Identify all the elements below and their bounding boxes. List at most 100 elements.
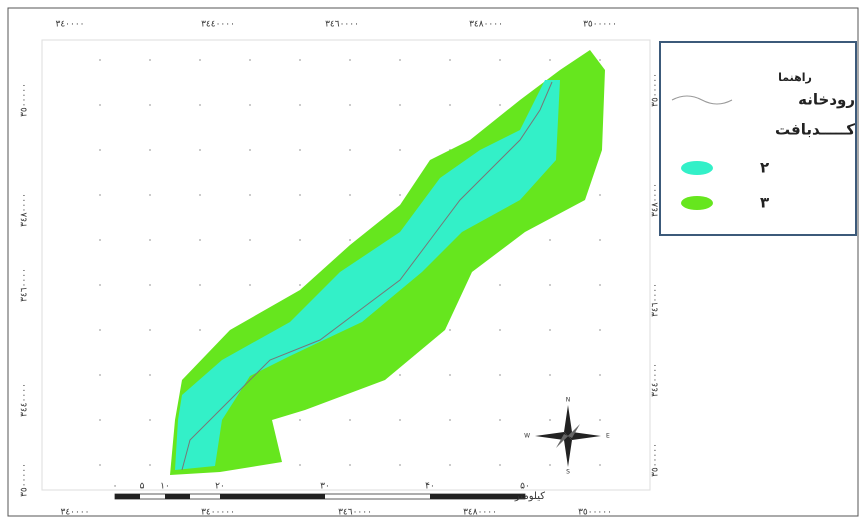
grid-dot — [449, 329, 451, 331]
grid-dot — [549, 59, 551, 61]
grid-dot — [549, 239, 551, 241]
compass — [535, 405, 601, 467]
coord-label: ۳٤٦۰۰۰۰ — [651, 283, 661, 317]
river — [181, 81, 553, 471]
grid-dot — [549, 284, 551, 286]
grid-dot — [599, 239, 601, 241]
grid-dot — [599, 329, 601, 331]
grid-dot — [249, 239, 251, 241]
grid-dot — [299, 194, 301, 196]
grid-dot — [599, 194, 601, 196]
legend-river: رودخانه — [798, 91, 855, 109]
compass-n: N — [566, 397, 571, 404]
grid-dot — [549, 419, 551, 421]
compass-w: W — [524, 433, 530, 440]
scale-label: ۵ — [140, 482, 145, 492]
coord-label: ۳٤۸۰۰۰۰ — [463, 508, 497, 518]
grid-dot — [249, 149, 251, 151]
compass-s: S — [566, 469, 570, 476]
grid-dot — [399, 464, 401, 466]
coord-label: ۳٥۰۰۰۰۰ — [20, 463, 30, 497]
grid-dot — [349, 464, 351, 466]
grid-dot — [149, 194, 151, 196]
grid-dot — [399, 419, 401, 421]
grid-dot — [299, 419, 301, 421]
scale-label: ۲۰ — [215, 482, 225, 492]
grid-dot — [249, 194, 251, 196]
grid-dot — [299, 149, 301, 151]
river-symbol — [671, 95, 733, 105]
grid-dot — [549, 374, 551, 376]
scale-label: ۳۰ — [320, 482, 330, 492]
grid-dot — [149, 419, 151, 421]
grid-dot — [399, 59, 401, 61]
coord-label: ۳٤۸۰۰۰۰ — [651, 183, 661, 217]
grid-dot — [599, 464, 601, 466]
grid-dot — [399, 104, 401, 106]
grid-dot — [499, 104, 501, 106]
grid-dot — [299, 59, 301, 61]
scale-label: ۴۰ — [425, 482, 435, 492]
grid-dot — [449, 104, 451, 106]
coord-label: ۳٤۰۰۰۰۰ — [201, 508, 235, 518]
grid-dot — [299, 104, 301, 106]
grid-dot — [99, 239, 101, 241]
grid-dot — [99, 464, 101, 466]
coord-label: ۳٤٤۰۰۰۰ — [201, 20, 235, 30]
grid-dot — [549, 329, 551, 331]
grid-dot — [349, 149, 351, 151]
legend-item: ۳ — [760, 194, 769, 212]
grid-dot — [599, 374, 601, 376]
grid-dot — [299, 464, 301, 466]
grid-dot — [449, 464, 451, 466]
grid-dot — [199, 329, 201, 331]
scale-label: ۱۰ — [160, 482, 170, 492]
grid-dot — [199, 149, 201, 151]
grid-dot — [99, 104, 101, 106]
scale-label: ۵۰ — [520, 482, 530, 492]
coord-label: ۳٤٤۰۰۰۰ — [20, 383, 30, 417]
zone-2 — [175, 80, 560, 470]
grid-dot — [249, 104, 251, 106]
coord-label: ۳٥۰۰۰۰۰ — [651, 443, 661, 477]
grid-dot — [99, 419, 101, 421]
grid-dot — [199, 59, 201, 61]
grid-dot — [449, 59, 451, 61]
grid-dot — [149, 284, 151, 286]
grid-dot — [499, 284, 501, 286]
grid-dot — [149, 374, 151, 376]
grid-dot — [499, 419, 501, 421]
grid-dot — [549, 464, 551, 466]
compass-e: E — [606, 433, 610, 440]
grid-dot — [349, 239, 351, 241]
grid-dot — [99, 329, 101, 331]
grid-dot — [199, 284, 201, 286]
legend-item: ۲ — [760, 159, 769, 177]
grid-dot — [99, 284, 101, 286]
coord-label: ۳٤٦۰۰۰۰ — [325, 20, 359, 30]
coord-label: ۳٤۸۰۰۰۰ — [20, 193, 30, 227]
grid-dot — [449, 419, 451, 421]
coord-label: ۳٤٦۰۰۰۰ — [338, 508, 372, 518]
grid-dot — [149, 464, 151, 466]
grid-dot — [149, 239, 151, 241]
grid-dot — [199, 104, 201, 106]
grid-dot — [349, 194, 351, 196]
scale-unit: کیلومتر — [514, 491, 545, 502]
grid-dot — [349, 59, 351, 61]
grid-dot — [599, 284, 601, 286]
grid-dot — [299, 284, 301, 286]
grid-dot — [499, 59, 501, 61]
grid-dot — [299, 239, 301, 241]
scale-bar — [114, 493, 526, 500]
grid-dot — [199, 239, 201, 241]
coord-label: ۳٤٤۰۰۰۰ — [651, 363, 661, 397]
grid-dot — [149, 59, 151, 61]
coord-label: ۳٥۰۰۰۰۰ — [578, 508, 612, 518]
grid-dot — [399, 194, 401, 196]
grid-dot — [249, 59, 251, 61]
coord-label: ۳٥۰۰۰۰۰ — [583, 20, 617, 30]
grid-dot — [149, 329, 151, 331]
legend-swatch — [681, 161, 713, 175]
